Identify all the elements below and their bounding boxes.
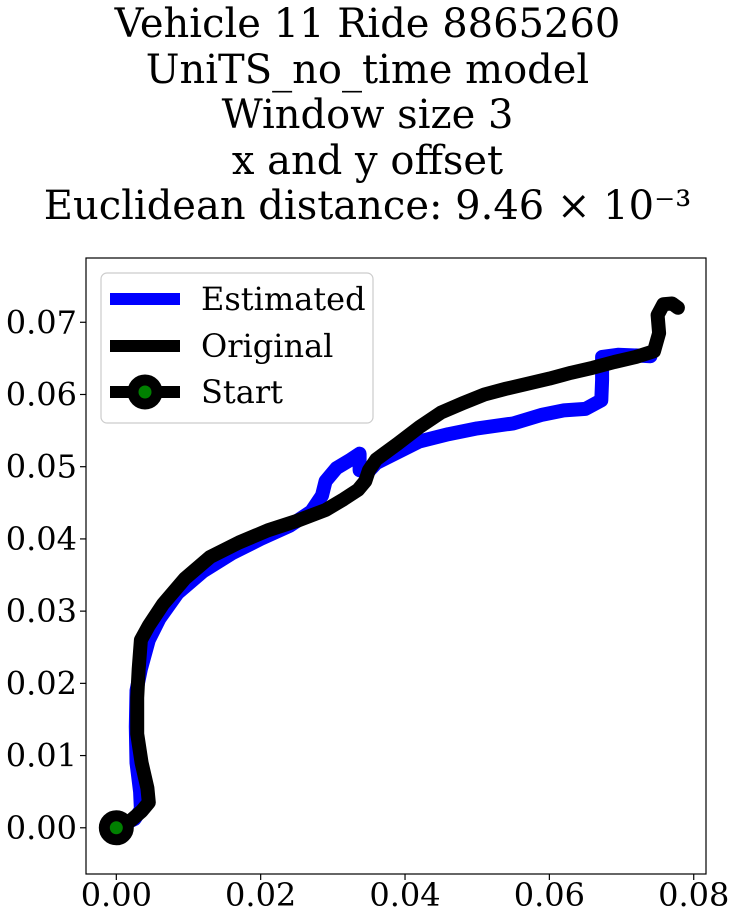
chart-title: Vehicle 11 Ride 8865260 UniTS_no_time mo… <box>0 1 735 230</box>
legend-label-estimated: Estimated <box>201 280 366 318</box>
y-tick-label: 0.02 <box>6 664 77 702</box>
legend-start-marker <box>127 374 163 410</box>
title-line: Window size 3 <box>221 92 514 138</box>
y-tick-label: 0.00 <box>6 809 77 847</box>
axes: 0.00 0.02 0.04 0.06 0.08 0.00 0.01 0.02 0.03 0.04… <box>6 257 729 914</box>
legend-label-start: Start <box>201 373 283 411</box>
title-line: UniTS_no_time model <box>145 46 590 93</box>
x-tick-label: 0.08 <box>658 876 729 914</box>
legend-box <box>100 272 374 424</box>
y-tick-label: 0.03 <box>6 592 77 630</box>
title-line: Euclidean distance: 9.46 × 10⁻³ <box>43 183 692 229</box>
plot-area <box>98 296 685 846</box>
y-tick-label: 0.06 <box>6 375 77 413</box>
y-tick-label: 0.01 <box>6 737 77 775</box>
x-tick-label: 0.02 <box>225 876 296 914</box>
x-tick-label: 0.06 <box>514 876 585 914</box>
y-tick-label: 0.07 <box>6 303 77 341</box>
plot-frame <box>85 257 707 875</box>
x-tick-label: 0.04 <box>369 876 440 914</box>
x-tick-label: 0.00 <box>81 876 152 914</box>
y-tick-label: 0.04 <box>6 520 77 558</box>
title-line: Vehicle 11 Ride 8865260 <box>114 1 621 47</box>
y-tick-label: 0.05 <box>6 448 77 486</box>
legend-label-original: Original <box>201 327 333 365</box>
legend: Estimated Original Start <box>100 272 374 424</box>
series-line-estimated <box>109 347 658 835</box>
start-marker <box>98 810 134 846</box>
series-line-original <box>109 296 685 835</box>
title-line: x and y offset <box>231 137 504 184</box>
